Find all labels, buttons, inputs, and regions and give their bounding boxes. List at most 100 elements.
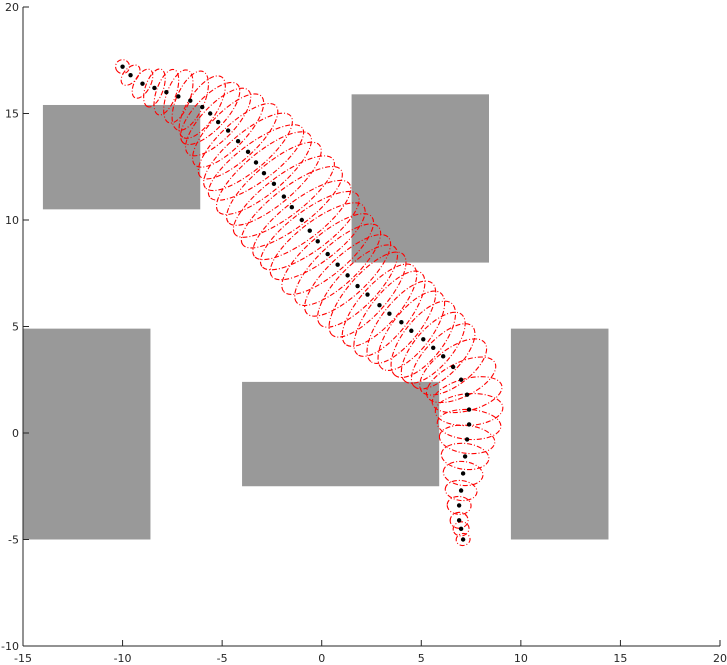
path-point — [188, 98, 193, 103]
path-point — [431, 345, 436, 350]
x-tick-label: -10 — [114, 652, 132, 665]
path-point — [200, 104, 205, 110]
x-tick-label: 0 — [318, 652, 325, 665]
path-point — [399, 320, 404, 325]
uncertainty-ellipses-layer — [115, 59, 504, 547]
uncertainty-ellipse — [120, 64, 141, 86]
uncertainty-ellipse — [281, 213, 375, 295]
uncertainty-ellipse — [294, 223, 382, 307]
path-point — [120, 64, 125, 69]
uncertainty-ellipse — [446, 495, 472, 515]
path-point — [299, 217, 304, 223]
path-point — [355, 283, 360, 289]
uncertainty-ellipse — [390, 300, 457, 378]
uncertainty-ellipse — [252, 179, 352, 261]
uncertainty-ellipse — [215, 131, 312, 216]
y-tick-label: -10 — [1, 640, 19, 653]
path-point — [271, 181, 277, 186]
path-point — [460, 537, 466, 542]
uncertainty-ellipse — [240, 165, 343, 249]
y-tick-label: 15 — [5, 108, 19, 121]
path-point — [456, 503, 462, 508]
path-point — [458, 526, 464, 532]
uncertainty-ellipse — [153, 68, 180, 116]
path-point — [289, 205, 295, 210]
uncertainty-ellipse — [328, 251, 407, 338]
path-point — [253, 160, 259, 165]
obstacle-4 — [242, 381, 440, 487]
path-point — [281, 194, 287, 199]
path-point — [462, 454, 468, 459]
obstacle-3 — [23, 328, 151, 540]
x-tick-label: 15 — [613, 652, 627, 665]
path-point — [335, 262, 340, 267]
x-tick-label: -15 — [14, 652, 32, 665]
path-point — [440, 354, 446, 359]
x-tick-label: 5 — [418, 652, 425, 665]
uncertainty-ellipse — [317, 244, 399, 328]
path-point — [458, 488, 464, 493]
uncertainty-ellipse — [366, 280, 437, 364]
path-point — [345, 273, 350, 278]
uncertainty-ellipse — [131, 68, 154, 99]
uncertainty-ellipse — [442, 460, 484, 487]
x-tick-label: 10 — [514, 652, 528, 665]
uncertainty-ellipse — [180, 81, 241, 146]
uncertainty-ellipse — [115, 59, 131, 75]
uncertainty-ellipse — [419, 338, 488, 396]
path-point — [466, 407, 472, 412]
path-point — [307, 228, 312, 233]
y-tick-label: 20 — [5, 1, 19, 14]
path-point — [215, 119, 221, 125]
uncertainty-ellipse — [232, 155, 335, 238]
path-point — [140, 81, 145, 86]
y-tick-label: 5 — [12, 321, 19, 334]
path-point — [377, 303, 382, 308]
path-point — [460, 471, 466, 476]
uncertainty-ellipse — [304, 234, 392, 317]
path-point — [245, 149, 251, 155]
path-point — [458, 377, 464, 382]
obstacle-2 — [351, 94, 489, 263]
path-point — [421, 337, 426, 342]
uncertainty-ellipse — [269, 202, 366, 281]
path-point — [225, 128, 231, 133]
uncertainty-ellipse — [400, 311, 466, 384]
path-point — [409, 328, 414, 333]
uncertainty-ellipse — [341, 263, 418, 347]
uncertainty-ellipse — [455, 532, 471, 547]
path-point — [450, 364, 456, 370]
uncertainty-ellipse — [410, 323, 476, 390]
obstacles-layer — [23, 94, 609, 540]
x-tick-label: 20 — [713, 652, 727, 665]
path-points-layer — [120, 64, 472, 542]
y-tick-label: 0 — [12, 427, 19, 440]
path-point — [365, 292, 370, 297]
path-point — [466, 422, 472, 427]
path-point — [176, 94, 181, 99]
path-point — [207, 111, 213, 116]
path-point — [235, 138, 241, 144]
uncertainty-ellipse — [143, 68, 166, 108]
uncertainty-ellipse — [353, 270, 426, 357]
obstacle-5 — [510, 328, 609, 540]
uncertainty-ellipse — [449, 511, 469, 529]
y-tick-label: -5 — [8, 534, 19, 547]
uncertainty-ellipse — [259, 190, 360, 271]
y-tick-label: 10 — [5, 214, 19, 227]
uncertainty-ellipse — [377, 290, 446, 371]
path-point — [261, 170, 267, 176]
uncertainty-ellipse — [197, 102, 279, 180]
path-point — [325, 251, 330, 257]
path-point — [315, 239, 320, 244]
uncertainty-ellipse — [191, 93, 265, 168]
uncertainty-ellipse — [203, 112, 293, 192]
path-point — [464, 437, 470, 442]
path-point — [464, 392, 470, 397]
x-tick-label: -5 — [217, 652, 228, 665]
uncertainty-ellipse — [444, 479, 478, 502]
path-point — [152, 85, 157, 91]
uncertainty-ellipse — [440, 442, 490, 471]
